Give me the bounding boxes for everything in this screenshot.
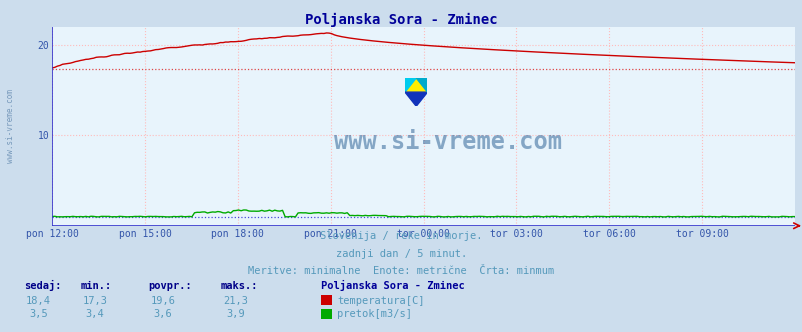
- Text: www.si-vreme.com: www.si-vreme.com: [6, 89, 15, 163]
- Text: sedaj:: sedaj:: [24, 280, 62, 291]
- Text: maks.:: maks.:: [221, 281, 258, 291]
- Text: 19,6: 19,6: [150, 296, 176, 306]
- Text: povpr.:: povpr.:: [148, 281, 192, 291]
- Polygon shape: [415, 78, 427, 92]
- Text: temperatura[C]: temperatura[C]: [337, 296, 424, 306]
- Text: zadnji dan / 5 minut.: zadnji dan / 5 minut.: [335, 249, 467, 259]
- Text: 3,4: 3,4: [85, 309, 104, 319]
- Text: pretok[m3/s]: pretok[m3/s]: [337, 309, 411, 319]
- Text: www.si-vreme.com: www.si-vreme.com: [334, 130, 561, 154]
- Polygon shape: [404, 92, 427, 106]
- Text: Poljanska Sora - Zminec: Poljanska Sora - Zminec: [321, 280, 464, 291]
- Text: min.:: min.:: [80, 281, 111, 291]
- Text: 3,9: 3,9: [225, 309, 245, 319]
- Polygon shape: [404, 78, 415, 92]
- Text: 18,4: 18,4: [26, 296, 51, 306]
- Polygon shape: [404, 78, 427, 92]
- Text: Meritve: minimalne  Enote: metrične  Črta: minmum: Meritve: minimalne Enote: metrične Črta:…: [248, 266, 554, 276]
- Text: Poljanska Sora - Zminec: Poljanska Sora - Zminec: [305, 13, 497, 28]
- Text: Slovenija / reke in morje.: Slovenija / reke in morje.: [320, 231, 482, 241]
- Text: 17,3: 17,3: [82, 296, 107, 306]
- Text: 21,3: 21,3: [222, 296, 248, 306]
- Text: 3,6: 3,6: [153, 309, 172, 319]
- Text: 3,5: 3,5: [29, 309, 48, 319]
